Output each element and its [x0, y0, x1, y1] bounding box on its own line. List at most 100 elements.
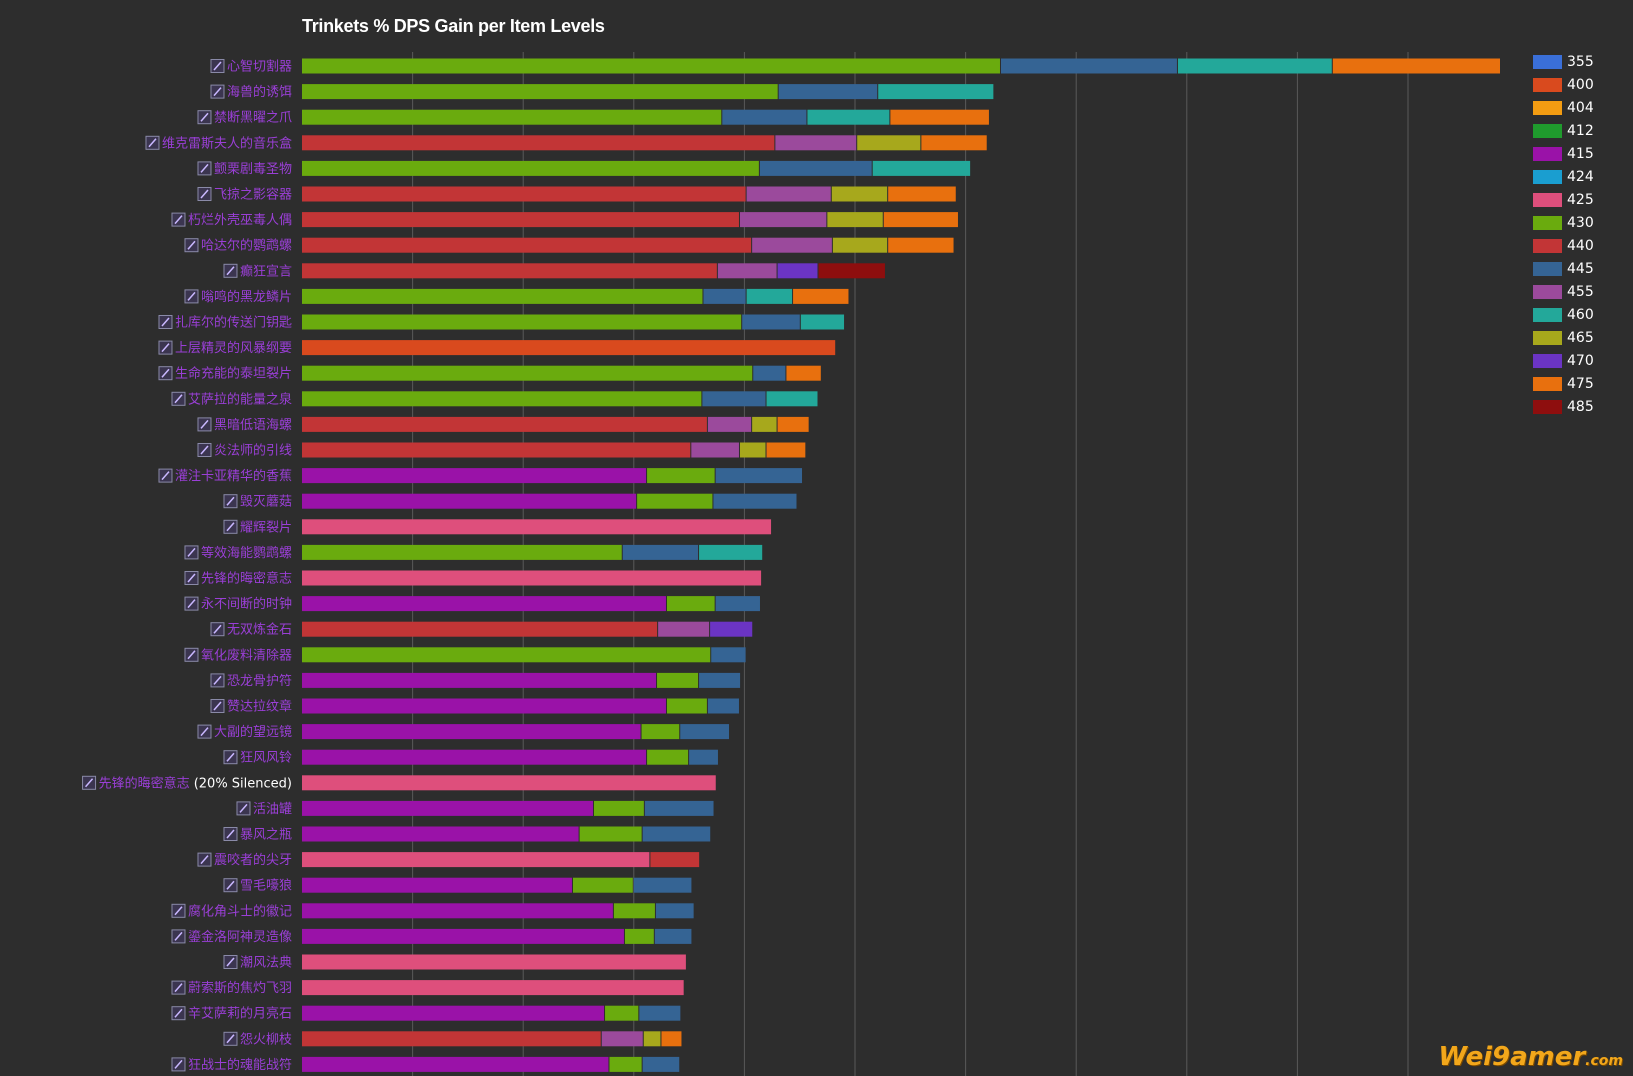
- bar-segment-455: [717, 263, 777, 279]
- legend-label: 355: [1567, 53, 1594, 70]
- item-icon-glyph: [174, 1008, 183, 1018]
- legend-item: 430: [1533, 211, 1594, 234]
- bar-segment-425: [302, 852, 650, 868]
- bar-segment-425: [302, 980, 684, 996]
- category-label[interactable]: 飞掠之影容器: [214, 187, 292, 203]
- bar-segment-430: [657, 672, 699, 688]
- bar-segment-460: [872, 160, 971, 176]
- bar-segment-455: [752, 237, 832, 253]
- bar-segment-440: [302, 135, 775, 151]
- category-label[interactable]: 暴风之瓶: [240, 828, 292, 843]
- category-label[interactable]: 海兽的诱饵: [227, 84, 292, 100]
- bar-segment-430: [605, 1005, 639, 1021]
- bar-segment-475: [888, 186, 956, 202]
- category-label[interactable]: 颤栗剧毒圣物: [214, 162, 292, 177]
- bar-segment-415: [302, 698, 666, 714]
- category-label[interactable]: 雪毛嚎狼: [240, 878, 292, 894]
- bar-segment-455: [775, 135, 857, 151]
- category-label[interactable]: 恐龙骨护符: [227, 673, 292, 689]
- category-label[interactable]: 毁灭蘑菇: [240, 495, 292, 510]
- bar-segment-440: [302, 1031, 601, 1047]
- category-label[interactable]: 腐化角斗士的徽记: [188, 903, 292, 919]
- legend-item: 425: [1533, 188, 1594, 211]
- category-label[interactable]: 黑暗低语海螺: [214, 418, 292, 433]
- category-label[interactable]: 癫狂宣言: [240, 263, 292, 279]
- legend-label: 485: [1567, 398, 1594, 415]
- category-label[interactable]: 活油罐: [253, 802, 292, 817]
- item-icon-glyph: [200, 855, 209, 865]
- category-label[interactable]: 无双炼金石: [227, 622, 292, 638]
- bar-segment-430: [647, 468, 715, 484]
- category-label[interactable]: 炎法师的引线: [214, 443, 292, 459]
- legend-item: 412: [1533, 119, 1594, 142]
- bar-segment-445: [759, 160, 872, 176]
- grid-lines: [412, 52, 1409, 1076]
- category-label[interactable]: 狂战士的魂能战符: [188, 1057, 292, 1073]
- legend-label: 470: [1567, 352, 1594, 369]
- bar-segment-430: [302, 160, 759, 176]
- category-label[interactable]: 震咬者的尖牙: [214, 852, 292, 868]
- category-label[interactable]: 生命充能的泰坦裂片: [175, 366, 292, 382]
- bar-segment-415: [302, 877, 572, 893]
- legend-label: 475: [1567, 375, 1594, 392]
- legend-label: 404: [1567, 99, 1594, 116]
- category-label[interactable]: 辛艾萨莉的月亮石: [188, 1006, 292, 1022]
- category-label[interactable]: 赞达拉纹章: [227, 699, 292, 715]
- bar-segment-445: [655, 903, 694, 919]
- bar-segment-445: [715, 468, 803, 484]
- category-label[interactable]: 耀辉裂片: [240, 520, 292, 535]
- category-label[interactable]: 潮风法典: [240, 956, 292, 971]
- bar-segment-460: [1177, 58, 1332, 74]
- category-label[interactable]: 哈达尔的鹦鹉螺: [201, 238, 292, 254]
- category-label[interactable]: 嗡鸣的黑龙鳞片: [201, 289, 292, 305]
- item-icon-glyph: [174, 931, 183, 941]
- category-label[interactable]: 艾萨拉的能量之泉: [188, 391, 292, 407]
- bar-segment-465: [832, 237, 888, 253]
- bar-segment-445: [639, 1005, 681, 1021]
- category-label[interactable]: 怨火柳枝: [240, 1032, 292, 1047]
- bar-segment-460: [766, 391, 818, 407]
- category-label[interactable]: 氧化废料清除器: [201, 647, 292, 663]
- bar-segment-445: [1000, 58, 1177, 74]
- bar-segment-430: [613, 903, 655, 919]
- bar-segment-460: [800, 314, 845, 330]
- category-label[interactable]: 先锋的晦密意志: [201, 571, 292, 587]
- category-label[interactable]: 上层精灵的风暴纲要: [175, 340, 292, 356]
- bar-segment-440: [302, 237, 752, 253]
- bar-segment-460: [746, 288, 793, 304]
- category-label[interactable]: 禁断黑曜之爪: [214, 111, 292, 126]
- bar-segment-445: [654, 928, 692, 944]
- item-icon-glyph: [200, 419, 209, 429]
- category-label[interactable]: 灌注卡亚精华的香蕉: [175, 468, 292, 484]
- category-label[interactable]: 维克雷斯夫人的音乐盒: [162, 135, 292, 151]
- item-icon-glyph: [213, 87, 222, 97]
- category-label[interactable]: 扎库尔的传送门钥匙: [175, 315, 292, 331]
- bar-segment-465: [739, 442, 766, 458]
- bar-segment-440: [302, 621, 658, 637]
- bar-segment-485: [818, 263, 885, 279]
- bar-segment-430: [302, 391, 702, 407]
- item-icon-glyph: [161, 343, 170, 353]
- legend-item: 460: [1533, 303, 1594, 326]
- item-icon-glyph: [226, 266, 235, 276]
- category-label[interactable]: 永不间断的时钟: [201, 596, 292, 612]
- bar-segment-455: [601, 1031, 643, 1047]
- category-label[interactable]: 心智切割器: [227, 59, 292, 75]
- category-label[interactable]: 先锋的晦密意志 (20% Silenced): [99, 775, 292, 791]
- item-icon-glyph: [161, 317, 170, 327]
- bar-segment-440: [302, 263, 717, 279]
- category-label[interactable]: 鎏金洛阿神灵造像: [188, 929, 292, 945]
- category-label[interactable]: 蔚索斯的焦灼飞羽: [188, 980, 292, 996]
- bar-segment-475: [888, 237, 954, 253]
- item-icon-glyph: [174, 394, 183, 404]
- bar-segment-425: [302, 775, 716, 791]
- bar-segment-475: [661, 1031, 682, 1047]
- item-icon-glyph: [187, 650, 196, 660]
- category-label[interactable]: 朽烂外壳巫毒人偶: [188, 213, 292, 228]
- category-label[interactable]: 等效海能鹦鹉螺: [201, 545, 292, 561]
- category-label[interactable]: 狂风风铃: [240, 751, 292, 766]
- bar-segment-430: [572, 877, 633, 893]
- bar-segment-415: [302, 1056, 609, 1072]
- category-label[interactable]: 大副的望远镜: [214, 724, 292, 740]
- item-icon-glyph: [187, 599, 196, 609]
